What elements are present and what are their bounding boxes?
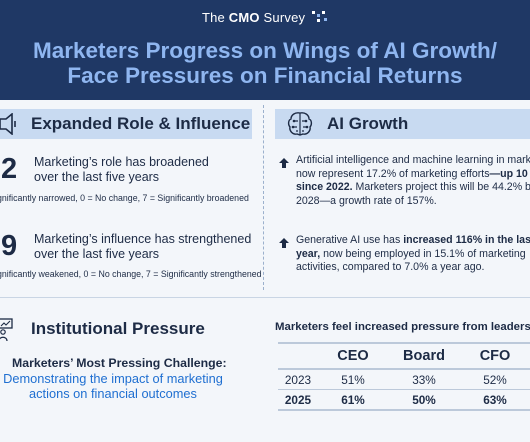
influence-score-text-line2: over the last five years: [34, 247, 160, 261]
role-score-text-line1: Marketing’s role has broadened: [34, 155, 209, 169]
table-row: 2025 61% 50% 63%: [278, 389, 530, 411]
challenge-text-line1: Demonstrating the impact of marketing: [3, 371, 223, 386]
up-arrow-icon: [279, 235, 289, 253]
influence-score-scale: gnificantly weakened, 0 = No change, 7 =…: [0, 269, 262, 279]
brand-bold: CMO: [228, 10, 260, 25]
ai-stat-1-line3: since 2022. Marketers project this will …: [296, 181, 530, 194]
role-score-value: .2: [0, 153, 18, 185]
brain-circuit-icon: [285, 110, 315, 138]
up-arrow-icon: [279, 155, 289, 173]
ai-stat-2: Generative AI use has increased 116% in …: [296, 234, 530, 275]
ai-section-header: AI Growth: [275, 109, 530, 139]
table-header-blank: [278, 342, 318, 370]
table-cell: 33%: [388, 369, 460, 390]
table-cell: 51%: [318, 369, 388, 390]
institutional-title: Institutional Pressure: [31, 319, 205, 338]
header-banner: [0, 0, 530, 100]
table-cell: 52%: [460, 369, 530, 390]
table-header-row: CEO Board CFO: [278, 342, 530, 370]
brand-suffix: Survey: [259, 10, 306, 25]
pressure-table: CEO Board CFO 2023 51% 33% 52% 2025 61% …: [278, 342, 530, 411]
table-header-board: Board: [388, 342, 460, 370]
ai-stat-2-line2: year, now being employed in 15.1% of mar…: [296, 247, 526, 260]
ai-stat-2-line1: Generative AI use has increased 116% in …: [296, 234, 530, 246]
table-cell: 63%: [460, 389, 530, 411]
role-score-scale: gnificantly narrowed, 0 = No change, 7 =…: [0, 193, 249, 203]
ai-stat-1: Artificial intelligence and machine lear…: [296, 154, 530, 208]
table-row-year: 2025: [278, 389, 318, 411]
table-header-cfo: CFO: [460, 342, 530, 370]
brand-dots-icon: [312, 11, 328, 22]
brand-logo: The CMO Survey: [0, 10, 530, 25]
main-title-line1: Marketers Progress on Wings of AI Growth…: [32, 38, 498, 63]
challenge-label: Marketers’ Most Pressing Challenge:: [12, 356, 227, 370]
role-section-header: Expanded Role & Influence: [0, 109, 252, 139]
ai-stat-1-line4: 2028—a growth rate of 157%.: [296, 194, 437, 207]
table-cell: 50%: [388, 389, 460, 411]
table-cell: 61%: [318, 389, 388, 411]
section-divider: [263, 105, 264, 290]
presenter-chart-icon: [0, 318, 14, 342]
table-row: 2023 51% 33% 52%: [278, 369, 530, 390]
pressure-table-title: Marketers feel increased pressure from l…: [275, 321, 530, 333]
table-header-ceo: CEO: [318, 342, 388, 370]
megaphone-icon: [0, 112, 18, 136]
ai-stat-1-line2: now represent 17.2% of marketing efforts…: [296, 167, 528, 180]
brand-prefix: The: [201, 10, 229, 25]
influence-score-text-line1: Marketing’s influence has strengthened: [34, 232, 252, 246]
role-score-text-line2: over the last five years: [34, 170, 160, 184]
challenge-text: Demonstrating the impact of marketing ac…: [0, 371, 228, 401]
table-row-year: 2023: [278, 369, 318, 390]
ai-section-title: AI Growth: [327, 114, 409, 133]
ai-stat-2-line3: activities, compared to 7.0% a year ago.: [296, 261, 485, 274]
main-title-line2: Face Pressures on Financial Returns: [67, 63, 463, 88]
influence-score-value: .9: [0, 230, 18, 262]
role-section-title: Expanded Role & Influence: [31, 114, 251, 133]
horizontal-divider: [0, 297, 530, 298]
ai-stat-1-line1: Artificial intelligence and machine lear…: [296, 154, 530, 166]
challenge-text-line2: actions on financial outcomes: [29, 386, 197, 401]
